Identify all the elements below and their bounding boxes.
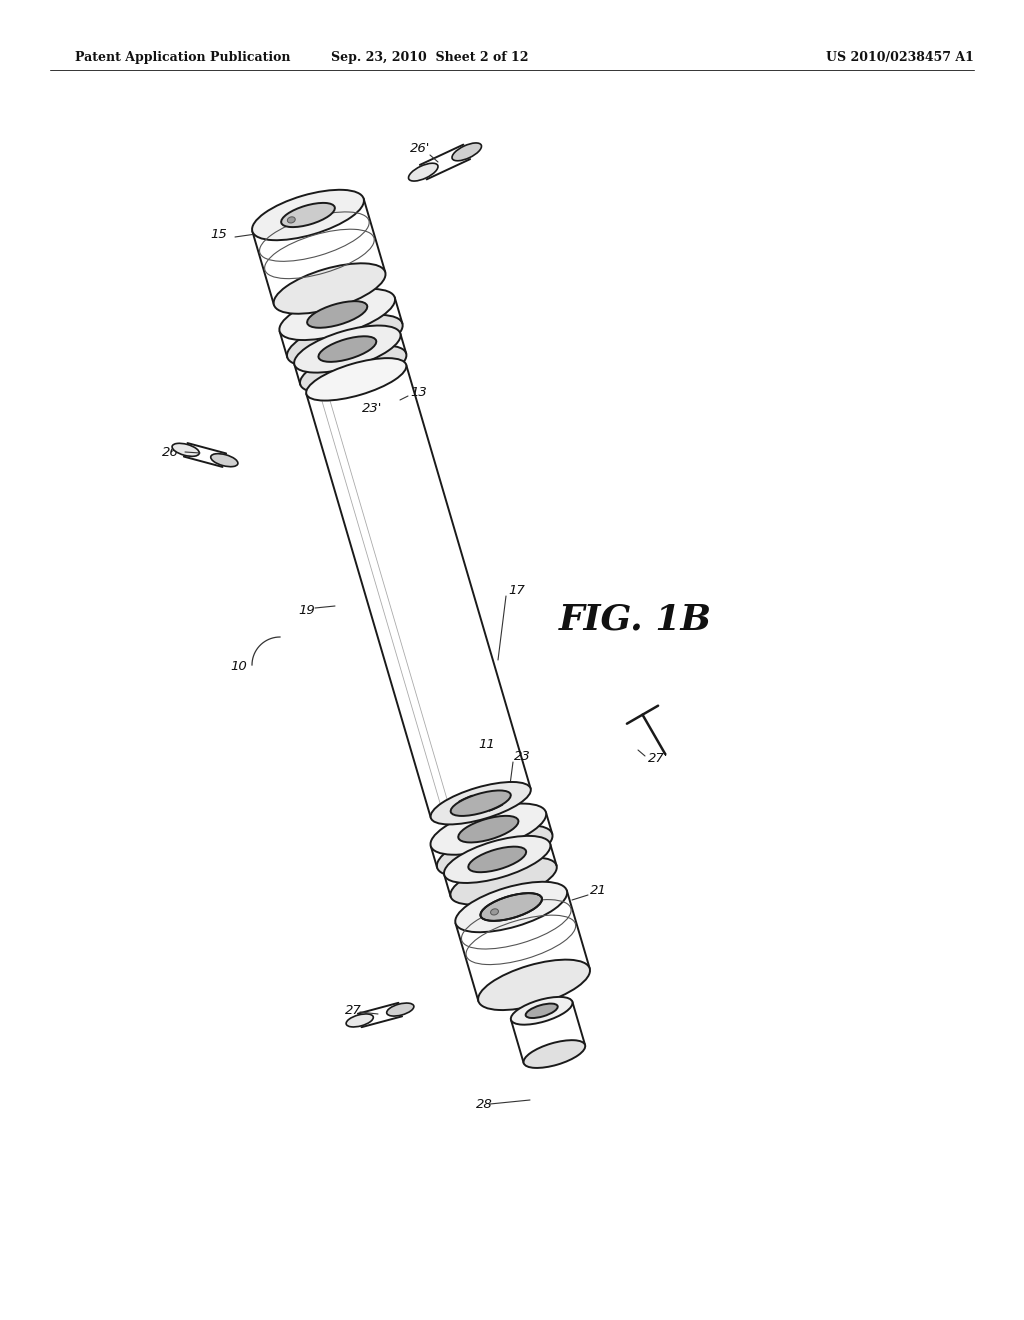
Text: 11: 11 [478, 738, 495, 751]
Text: 19: 19 [298, 603, 314, 616]
Ellipse shape [252, 190, 364, 240]
Ellipse shape [523, 1040, 586, 1068]
Ellipse shape [456, 882, 567, 932]
Text: Sep. 23, 2010  Sheet 2 of 12: Sep. 23, 2010 Sheet 2 of 12 [331, 50, 528, 63]
Text: 21: 21 [590, 883, 607, 896]
Ellipse shape [307, 301, 368, 327]
Ellipse shape [280, 289, 395, 341]
Text: 13: 13 [410, 387, 427, 400]
Text: 26': 26' [410, 141, 430, 154]
Ellipse shape [452, 143, 481, 161]
Ellipse shape [306, 358, 407, 400]
Text: 10: 10 [230, 660, 247, 673]
Ellipse shape [211, 454, 238, 467]
Text: 23': 23' [362, 401, 382, 414]
Ellipse shape [431, 781, 530, 825]
Ellipse shape [300, 346, 407, 392]
Ellipse shape [282, 203, 335, 227]
Ellipse shape [437, 825, 553, 876]
Ellipse shape [451, 791, 511, 816]
Text: 17: 17 [508, 583, 524, 597]
Ellipse shape [511, 997, 572, 1024]
Text: US 2010/0238457 A1: US 2010/0238457 A1 [826, 50, 974, 63]
Text: 23: 23 [514, 751, 530, 763]
Text: Patent Application Publication: Patent Application Publication [75, 50, 291, 63]
Text: 28: 28 [476, 1098, 493, 1111]
Ellipse shape [478, 960, 590, 1010]
Ellipse shape [294, 326, 400, 372]
Ellipse shape [525, 1003, 558, 1018]
Ellipse shape [490, 908, 499, 915]
Ellipse shape [273, 263, 385, 314]
Text: 27: 27 [345, 1003, 361, 1016]
Text: 27': 27' [648, 751, 669, 764]
Ellipse shape [451, 858, 557, 904]
Ellipse shape [387, 1003, 414, 1016]
Ellipse shape [468, 846, 526, 873]
Ellipse shape [430, 804, 546, 855]
Ellipse shape [172, 444, 200, 457]
Ellipse shape [459, 816, 518, 842]
Text: 15: 15 [210, 228, 226, 242]
Text: 18: 18 [347, 384, 364, 396]
Ellipse shape [444, 836, 551, 883]
Ellipse shape [318, 337, 376, 362]
Ellipse shape [287, 315, 402, 366]
Text: FIG. 1B: FIG. 1B [558, 603, 712, 638]
Text: 26: 26 [162, 446, 179, 459]
Ellipse shape [409, 164, 438, 181]
Ellipse shape [288, 216, 295, 223]
Ellipse shape [480, 894, 542, 921]
Ellipse shape [346, 1014, 374, 1027]
